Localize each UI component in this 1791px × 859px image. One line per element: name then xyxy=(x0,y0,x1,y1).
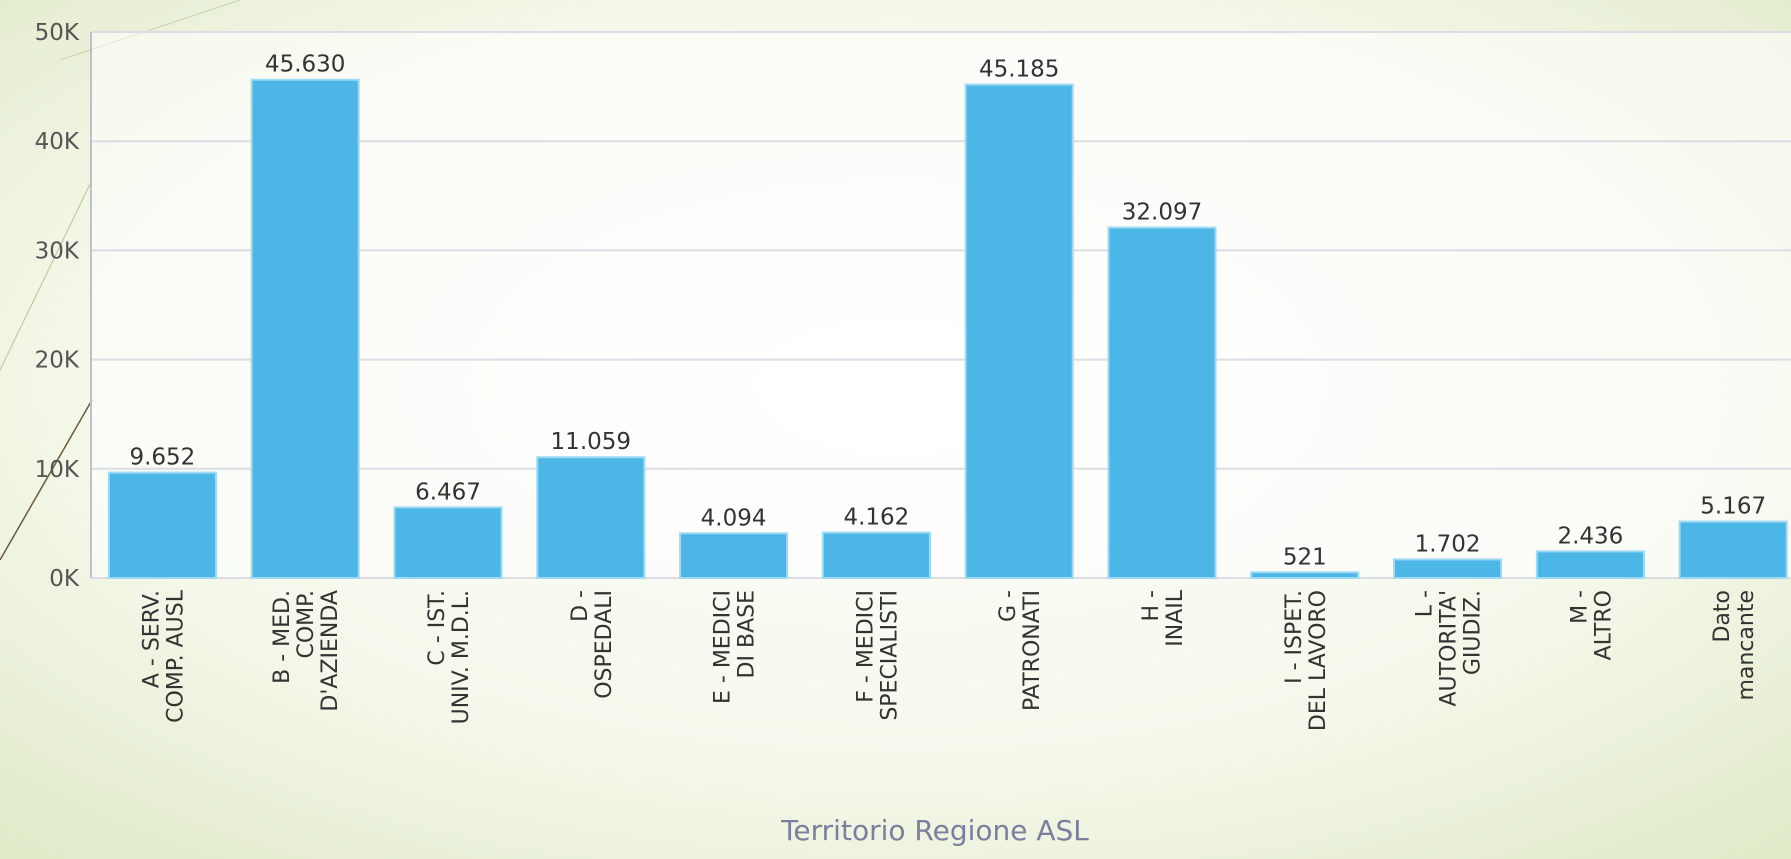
x-tick-label-line: I - ISPET. xyxy=(1282,590,1307,684)
x-tick-label-line: ALTRO xyxy=(1591,590,1616,660)
x-tick-label-line: E - MEDICI xyxy=(711,590,736,704)
bar xyxy=(1107,226,1217,579)
value-label: 11.059 xyxy=(551,429,631,455)
value-label: 2.436 xyxy=(1557,523,1623,549)
x-tick-label: E - MEDICIDI BASE xyxy=(711,590,760,704)
y-tick-label: 40K xyxy=(35,129,80,155)
x-tick-label-line: mancante xyxy=(1734,590,1759,701)
x-tick-label: C - IST.UNIV. M.D.L. xyxy=(425,590,474,724)
bar xyxy=(1250,571,1360,579)
x-tick-label: F - MEDICISPECIALISTI xyxy=(853,590,902,721)
bar xyxy=(1678,520,1788,579)
x-tick-label-line: G - xyxy=(996,590,1021,622)
bar xyxy=(250,78,360,579)
x-tick-label-line: C - IST. xyxy=(425,590,450,666)
x-tick-label-line: UNIV. M.D.L. xyxy=(449,590,474,724)
value-label: 5.167 xyxy=(1700,494,1766,520)
value-label: 521 xyxy=(1283,544,1327,570)
bar xyxy=(1535,550,1645,579)
decoration xyxy=(0,179,93,371)
value-label: 32.097 xyxy=(1122,200,1202,226)
value-label: 6.467 xyxy=(415,479,481,505)
value-label: 1.702 xyxy=(1415,531,1481,557)
value-label: 45.185 xyxy=(979,57,1059,83)
x-tick-label: L -AUTORITA'GIUDIZ. xyxy=(1413,590,1486,707)
x-tick-label-line: INAIL xyxy=(1163,589,1188,646)
x-tick-label-line: D'AZIENDA xyxy=(318,590,343,712)
x-tick-label: M -ALTRO xyxy=(1567,590,1616,660)
x-tick-label: A - SERV.COMP. AUSL xyxy=(139,589,188,723)
bar xyxy=(679,532,789,579)
bar xyxy=(821,531,931,580)
x-tick-label-line: A - SERV. xyxy=(139,590,164,688)
x-tick-label: Datomancante xyxy=(1710,590,1759,701)
x-axis-title: Territorio Regione ASL xyxy=(780,814,1089,847)
x-tick-label-line: PATRONATI xyxy=(1020,590,1045,711)
bar xyxy=(1393,558,1503,580)
x-tick-label: G -PATRONATI xyxy=(996,590,1045,711)
x-tick-label: B - MED.COMP.D'AZIENDA xyxy=(270,590,343,712)
decoration xyxy=(0,399,93,561)
x-tick-label-line: Dato xyxy=(1710,590,1735,643)
x-tick-label-line: F - MEDICI xyxy=(853,590,878,703)
y-tick-label: 10K xyxy=(35,457,80,483)
x-tick-label-line: OSPEDALI xyxy=(592,590,617,699)
bar xyxy=(107,471,217,579)
y-tick-label: 50K xyxy=(35,20,80,46)
x-tick-label-line: SPECIALISTI xyxy=(877,590,902,721)
x-tick-label-line: B - MED. xyxy=(270,590,295,684)
value-label: 4.094 xyxy=(701,505,767,531)
x-tick-label: I - ISPET.DEL LAVORO xyxy=(1282,590,1331,731)
x-tick-label-line: DEL LAVORO xyxy=(1306,590,1331,731)
x-tick-label: D -OSPEDALI xyxy=(568,590,617,699)
value-label: 9.652 xyxy=(129,445,195,471)
bar xyxy=(536,456,646,579)
x-tick-label-line: COMP. xyxy=(294,590,319,659)
bar xyxy=(393,506,503,580)
x-tick-label-line: COMP. AUSL xyxy=(163,589,188,723)
x-tick-label: H -INAIL xyxy=(1139,589,1188,646)
plot-area xyxy=(91,32,1791,578)
x-tick-label-line: AUTORITA' xyxy=(1437,590,1462,707)
y-tick-label: 30K xyxy=(35,238,80,264)
y-tick-label: 20K xyxy=(35,348,80,374)
value-label: 45.630 xyxy=(265,52,345,78)
x-tick-label-line: DI BASE xyxy=(735,590,760,678)
x-tick-label-line: M - xyxy=(1567,590,1592,624)
x-tick-label-line: H - xyxy=(1139,590,1164,621)
x-tick-label-line: D - xyxy=(568,590,593,622)
x-tick-label-line: GIUDIZ. xyxy=(1461,590,1486,675)
y-tick-label: 0K xyxy=(49,566,80,592)
bar xyxy=(964,83,1074,579)
value-label: 4.162 xyxy=(843,505,909,531)
x-tick-label-line: L - xyxy=(1413,590,1438,617)
